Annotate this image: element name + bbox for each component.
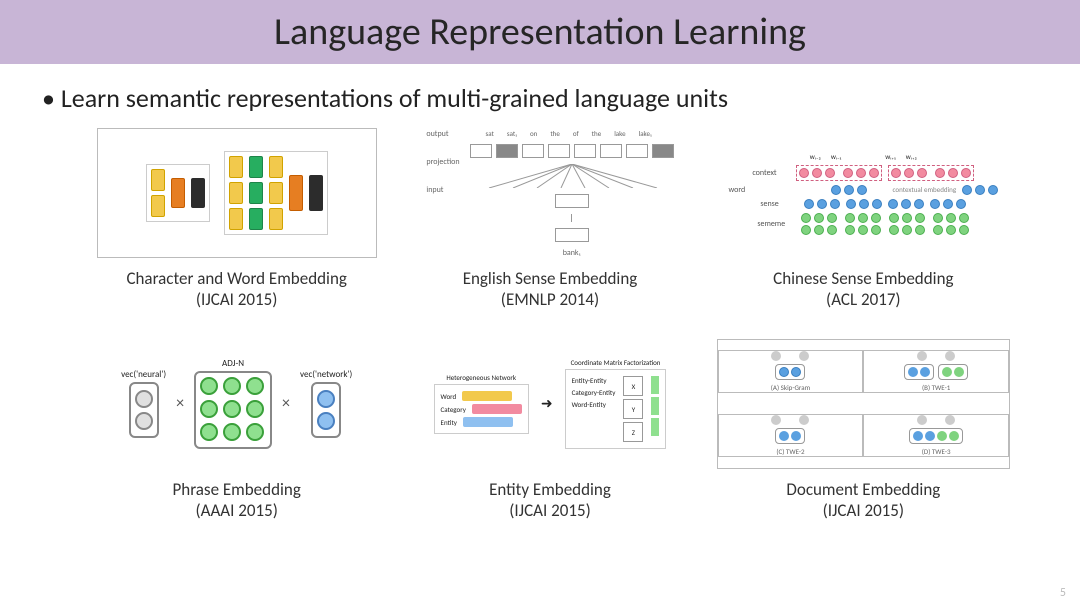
figure-cell-4: Heterogeneous Network Word Category Enti… [403, 339, 696, 522]
figure-caption-0: Character and Word Embedding (IJCAI 2015… [126, 268, 346, 311]
page-number: 5 [1060, 586, 1066, 600]
figure-chinese-sense: wᵢ₋₂wᵢ₋₁ wᵢ₊₁wᵢ₊₂ context word contextua… [723, 128, 1003, 258]
page-title: Language Representation Learning [274, 9, 806, 55]
figure-caption-1: English Sense Embedding (EMNLP 2014) [463, 268, 638, 311]
figure-cell-5: (A) Skip-Gram (B) TWE-1 (C) TWE-2 (D) TW… [717, 339, 1010, 522]
figure-cell-3: vec('neural') × ADJ-N × vec('network') P… [90, 339, 383, 522]
figure-english-sense: output projection input satsat₁ontheofth… [410, 128, 690, 258]
bullet-text: Learn semantic representations of multi-… [42, 82, 1080, 114]
figure-document-embedding: (A) Skip-Gram (B) TWE-1 (C) TWE-2 (D) TW… [717, 339, 1010, 469]
figure-cell-2: wᵢ₋₂wᵢ₋₁ wᵢ₊₁wᵢ₊₂ context word contextua… [717, 128, 1010, 311]
figure-cell-1: output projection input satsat₁ontheofth… [403, 128, 696, 311]
figure-caption-3: Phrase Embedding (AAAI 2015) [172, 479, 300, 522]
title-bar: Language Representation Learning [0, 0, 1080, 64]
figure-caption-5: Document Embedding (IJCAI 2015) [786, 479, 940, 522]
figure-caption-4: Entity Embedding (IJCAI 2015) [489, 479, 611, 522]
figure-entity-embedding: Heterogeneous Network Word Category Enti… [410, 339, 690, 469]
figure-caption-2: Chinese Sense Embedding (ACL 2017) [773, 268, 953, 311]
figure-phrase-embedding: vec('neural') × ADJ-N × vec('network') [97, 339, 377, 469]
figure-cell-0: Character and Word Embedding (IJCAI 2015… [90, 128, 383, 311]
figure-grid: Character and Word Embedding (IJCAI 2015… [0, 122, 1080, 521]
figure-char-word-embedding [97, 128, 377, 258]
